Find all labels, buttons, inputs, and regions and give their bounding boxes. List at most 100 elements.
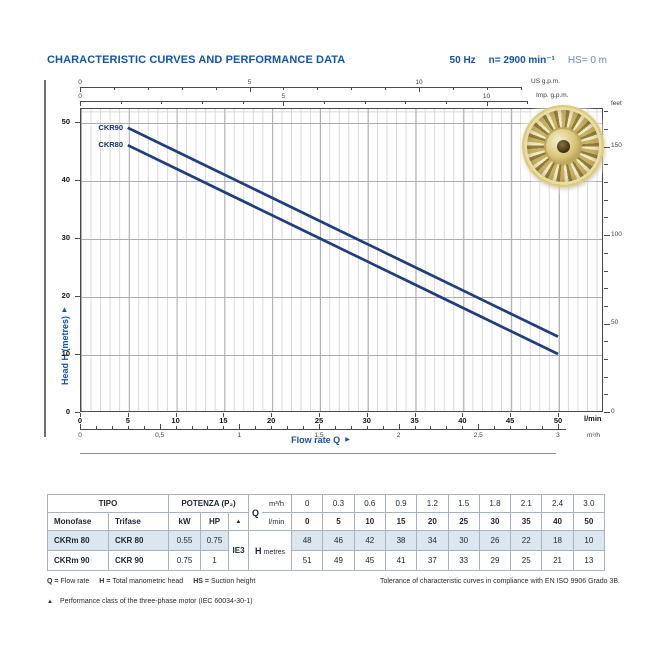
us-gpm-tick bbox=[283, 87, 285, 90]
feet-tick-label: 150 bbox=[611, 142, 622, 150]
head-value-cell: 33 bbox=[447, 550, 480, 571]
lmin-tick bbox=[510, 413, 512, 417]
hp-value: 1 bbox=[200, 550, 230, 571]
feet-tick bbox=[604, 235, 610, 237]
us-gpm-tick bbox=[385, 87, 387, 90]
imp-gpm-tick-label: 0 bbox=[78, 93, 82, 100]
m3h-tick bbox=[223, 426, 225, 429]
lmin-tick bbox=[80, 413, 81, 417]
performance-class-footnote: ▲ Performance class of the three-phase m… bbox=[47, 598, 253, 605]
us-gpm-tick bbox=[486, 87, 488, 90]
lmin-unit-label: l/min bbox=[584, 414, 602, 423]
hp-header: HP bbox=[200, 512, 230, 531]
lmin-tick-label: 35 bbox=[410, 415, 419, 425]
m3h-tick bbox=[350, 426, 352, 429]
us-gpm-tick bbox=[147, 87, 149, 90]
us-gpm-tick bbox=[419, 87, 420, 92]
us-gpm-tick bbox=[520, 87, 522, 90]
kw-value: 0.75 bbox=[168, 550, 202, 571]
lmin-tick bbox=[462, 413, 464, 417]
feet-tick-label: 0 bbox=[611, 407, 615, 415]
footnote-q: Q = Flow rate bbox=[47, 578, 90, 585]
m3h-tick bbox=[430, 426, 432, 429]
m3h-tick bbox=[526, 426, 528, 429]
feet-tick bbox=[604, 288, 608, 290]
us-gpm-axis-line bbox=[80, 87, 521, 88]
q-units-cell: Q m³/h l/min bbox=[248, 494, 293, 531]
lmin-tick-label: 30 bbox=[362, 415, 371, 425]
lmin-tick bbox=[366, 413, 368, 417]
head-value-cell: 45 bbox=[353, 550, 386, 571]
h-metres-cell: H metres bbox=[248, 530, 293, 571]
m3h-value-cell: 0 bbox=[291, 494, 324, 513]
imp-gpm-tick bbox=[527, 101, 529, 104]
table-header-row-2: Monofase Trifase kW HP ▲ 0 5 10 15 20 25… bbox=[47, 512, 606, 531]
lmin-tick-label: 15 bbox=[219, 415, 228, 425]
pump-row-ckr80: CKRm 80 CKR 80 0.55 0.75 IE3 H metres 48… bbox=[47, 530, 606, 571]
m3h-value-cell: 2.4 bbox=[541, 494, 574, 513]
imp-gpm-tick bbox=[323, 101, 325, 104]
m3h-tick-label: 1,5 bbox=[314, 432, 324, 439]
lmin-tick bbox=[271, 413, 273, 417]
head-value-cell: 42 bbox=[353, 530, 386, 551]
m3h-tick bbox=[303, 426, 305, 429]
curve-label: CKR80 bbox=[98, 140, 123, 150]
m3h-tick bbox=[366, 426, 368, 429]
trifase-header: Trifase bbox=[107, 512, 170, 531]
monofase-model: CKRm 90 bbox=[47, 550, 109, 571]
lmin-tick-label: 20 bbox=[267, 415, 276, 425]
tipo-header: TIPO bbox=[46, 494, 170, 513]
lmin-value-cell: 5 bbox=[322, 512, 355, 531]
monofase-header: Monofase bbox=[47, 512, 109, 531]
lmin-tick-label: 5 bbox=[125, 415, 130, 425]
m3h-tick bbox=[382, 426, 384, 429]
m3h-tick bbox=[287, 426, 289, 429]
lmin-tick-label: 50 bbox=[553, 415, 563, 425]
lmin-tick bbox=[558, 413, 559, 417]
y-axis-arrow-icon: ▶ bbox=[61, 307, 68, 312]
feet-tick bbox=[604, 129, 608, 131]
head-value-cell: 41 bbox=[384, 550, 418, 571]
feet-tick-label: 50 bbox=[611, 319, 619, 327]
curve-label: CKR90 bbox=[98, 122, 123, 132]
m3h-value-cell: 1.8 bbox=[478, 494, 512, 513]
m3h-value-cell: 1.5 bbox=[447, 494, 480, 513]
lmin-tick-label: 0 bbox=[77, 415, 83, 425]
lmin-tick bbox=[127, 413, 129, 417]
m3h-tick bbox=[159, 424, 161, 429]
q-symbol: Q bbox=[252, 507, 260, 518]
imp-gpm-tick-label: 10 bbox=[482, 93, 491, 100]
feet-tick-label: 100 bbox=[611, 230, 622, 238]
imp-gpm-tick bbox=[242, 101, 244, 104]
potenza-header: POTENZA (P₂) bbox=[168, 494, 250, 513]
h-unit: metres bbox=[263, 548, 286, 556]
m3h-tick bbox=[510, 426, 512, 429]
imp-gpm-unit-label: Imp. g.p.m. bbox=[536, 92, 569, 99]
lmin-value-cell: 20 bbox=[416, 512, 449, 531]
m3h-tick-label: 0 bbox=[78, 432, 82, 439]
imp-gpm-tick bbox=[405, 101, 407, 104]
triangle-marker-header: ▲ bbox=[228, 512, 250, 531]
head-value-cell: 34 bbox=[416, 530, 449, 551]
m3h-tick bbox=[143, 426, 145, 429]
frequency-value: 50 Hz bbox=[449, 55, 476, 66]
triangle-marker-icon: ▲ bbox=[47, 598, 53, 605]
m3h-tick bbox=[80, 424, 81, 429]
m3h-tick bbox=[494, 426, 496, 429]
feet-tick bbox=[604, 252, 608, 254]
m3h-tick bbox=[414, 426, 416, 429]
lmin-tick-label: 40 bbox=[458, 415, 467, 425]
feet-tick bbox=[604, 217, 608, 219]
feet-tick bbox=[604, 199, 608, 201]
head-value-cell: 18 bbox=[541, 530, 574, 551]
impeller-bore bbox=[556, 139, 570, 153]
metres-tick-label: 10 bbox=[61, 349, 70, 358]
m3h-tick-label: 1 bbox=[237, 432, 242, 439]
kw-value: 0.55 bbox=[168, 530, 202, 551]
lmin-tick bbox=[175, 413, 177, 417]
us-gpm-tick bbox=[317, 87, 319, 90]
feet-tick bbox=[604, 376, 608, 378]
m3h-value-cell: 0.3 bbox=[322, 494, 355, 513]
imp-gpm-tick bbox=[161, 101, 163, 104]
